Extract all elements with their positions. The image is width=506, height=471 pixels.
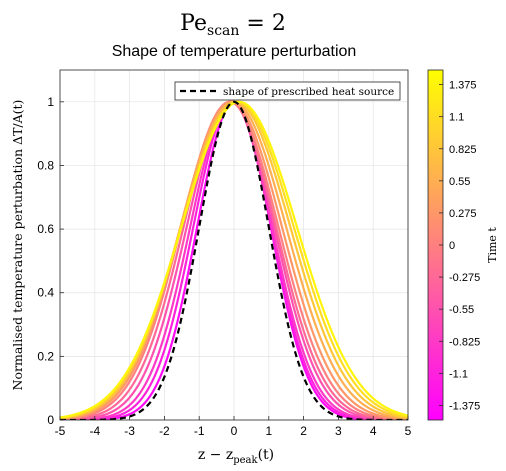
colorbar-ticks: 1.375 1.1 0.825 0.55 0.275 0 -0.275 -0.55 -0.825… — [439, 80, 480, 412]
x-tick-label: -1 — [194, 424, 205, 438]
data-curves — [60, 100, 408, 420]
colorbar-tick-label: 0.275 — [449, 208, 477, 220]
super-title: Pescan = 2 — [180, 11, 286, 39]
legend: shape of prescribed heat source — [174, 81, 401, 101]
x-tick-label: 0 — [231, 424, 238, 438]
chart-title: Shape of temperature perturbation — [112, 43, 357, 60]
colorbar-tick-label: -1.1 — [449, 368, 468, 380]
x-ticks: -5 -4 -3 -2 -1 0 1 2 3 4 5 — [55, 416, 412, 438]
y-tick-label: 0.4 — [37, 286, 54, 300]
x-tick-label: -4 — [89, 424, 100, 438]
x-tick-label: -3 — [124, 424, 135, 438]
colorbar-tick-label: 1.375 — [449, 80, 477, 92]
legend-entry: shape of prescribed heat source — [223, 86, 394, 98]
source-curve-group — [60, 100, 408, 420]
y-tick-label: 1 — [47, 95, 54, 109]
colorbar-tick-label: -0.55 — [449, 304, 474, 316]
colorbar-tick-label: 0.825 — [449, 144, 477, 156]
x-tick-label: 1 — [265, 424, 272, 438]
source-curve-line — [60, 100, 408, 420]
y-ticks: 0 0.2 0.4 0.6 0.8 1 — [37, 95, 64, 427]
plot-area: -5 -4 -3 -2 -1 0 1 2 3 4 5 0 0.2 0.4 0.6 0.8 1 — [37, 69, 412, 438]
y-tick-label: 0.2 — [37, 349, 54, 363]
x-tick-label: 4 — [370, 424, 377, 438]
colorbar-tick-label: -0.825 — [449, 336, 480, 348]
time-series-line — [60, 100, 408, 419]
x-tick-label: -5 — [55, 424, 66, 438]
legend-box — [174, 81, 401, 101]
x-tick-label: 2 — [300, 424, 307, 438]
x-tick-label: 3 — [335, 424, 342, 438]
colorbar-tick-label: -0.275 — [449, 272, 480, 284]
colorbar: 1.375 1.1 0.825 0.55 0.275 0 -0.275 -0.55 -0.825… — [427, 69, 499, 421]
y-tick-label: 0 — [47, 413, 54, 427]
x-tick-label: -2 — [159, 424, 170, 438]
colorbar-tick-label: 0 — [449, 240, 455, 252]
y-axis-label: Normalised temperature perturbation ΔT/A… — [10, 100, 25, 391]
colorbar-tick-label: -1.375 — [449, 400, 480, 412]
y-tick-label: 0.6 — [37, 222, 54, 236]
colorbar-tick-label: 0.55 — [449, 176, 470, 188]
y-tick-label: 0.8 — [37, 158, 54, 172]
x-tick-label: 5 — [405, 424, 412, 438]
x-axis-label: z − zpeak(t) — [198, 447, 274, 466]
colorbar-label: Time t — [486, 227, 499, 263]
colorbar-tick-label: 1.1 — [449, 112, 464, 124]
